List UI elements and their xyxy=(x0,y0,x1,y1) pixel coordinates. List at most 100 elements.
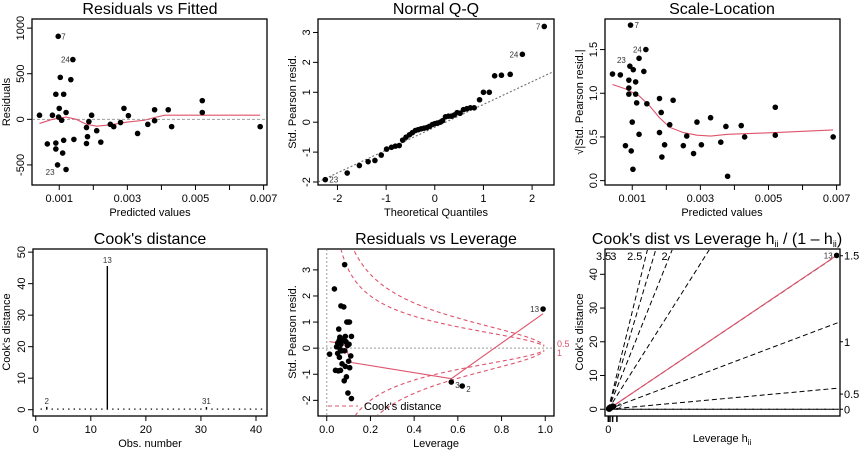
x-tick-label: 0.005 xyxy=(755,193,783,205)
data-point xyxy=(772,132,779,138)
y-tick-label: 10 xyxy=(16,372,28,384)
data-point xyxy=(610,403,617,410)
data-point xyxy=(68,76,74,83)
y-tick-label: 50 xyxy=(16,246,28,258)
y-tick-label: 2 xyxy=(301,59,313,65)
point-label: 13 xyxy=(103,256,112,265)
data-point xyxy=(117,119,124,126)
data-point xyxy=(626,91,632,97)
data-point xyxy=(707,114,714,121)
data-point xyxy=(609,71,616,77)
title-sub: ii xyxy=(775,239,779,249)
x-tick-label: -2 xyxy=(333,193,343,205)
data-point xyxy=(480,89,487,96)
data-point xyxy=(476,96,483,103)
plot-area: 13 2 xyxy=(606,250,839,412)
point-label: 7 xyxy=(536,22,541,31)
data-point xyxy=(666,121,673,128)
data-point xyxy=(636,55,642,62)
panel-title: Cook's dist vs Leverage hii / (1 – hii) xyxy=(592,231,842,249)
data-point xyxy=(372,157,378,164)
data-point xyxy=(348,395,355,402)
x-axis-label: Predicted values xyxy=(109,207,191,219)
y-tick-label: -2 xyxy=(301,395,313,405)
data-point xyxy=(644,100,650,107)
x-axis-label: Theoretical Quantiles xyxy=(384,207,488,219)
qq-reference-line xyxy=(319,71,553,183)
x-tick-label: 2 xyxy=(529,193,535,205)
plot-frame xyxy=(31,18,268,186)
data-point xyxy=(165,106,172,113)
point-label: 7 xyxy=(61,32,66,41)
plot-area: 7 24 23 xyxy=(33,32,266,177)
data-point xyxy=(356,162,363,169)
data-point xyxy=(383,146,390,152)
data-point xyxy=(830,134,836,140)
data-point xyxy=(59,150,66,156)
data-point xyxy=(459,383,466,389)
data-point xyxy=(690,150,697,157)
y-tick-label: 1.0 xyxy=(588,86,600,101)
point-label: 23 xyxy=(617,56,626,65)
data-point xyxy=(54,162,61,168)
x-tick-label: 0.007 xyxy=(823,193,851,205)
data-point xyxy=(345,390,351,396)
y-axis-label: Std. Pearson resid. xyxy=(287,285,299,379)
data-point xyxy=(63,109,69,116)
point-label: 13 xyxy=(530,305,539,314)
data-point xyxy=(656,95,663,102)
point-label: 23 xyxy=(46,168,55,177)
right-tick-label: 1 xyxy=(844,337,850,349)
x-tick-label: 10 xyxy=(85,424,97,436)
y-tick-label: 1 xyxy=(301,89,313,95)
data-point xyxy=(659,154,665,160)
data-point xyxy=(439,117,446,124)
y-tick-label: 0 xyxy=(15,116,27,122)
y-tick-label: -1 xyxy=(301,147,313,157)
x-tick-label: 0.007 xyxy=(250,193,278,205)
smooth-line xyxy=(612,84,834,137)
data-point xyxy=(55,33,62,40)
data-point xyxy=(97,139,104,145)
title-sub2: ii xyxy=(833,239,837,249)
data-point xyxy=(134,130,141,137)
data-point xyxy=(341,261,348,268)
cooks-contour-line xyxy=(607,250,648,410)
plot-frame xyxy=(317,248,555,417)
x-tick-label: 40 xyxy=(250,424,262,436)
data-point xyxy=(336,354,343,361)
data-point xyxy=(53,140,59,146)
fit-line xyxy=(608,254,837,410)
y-tick-label: 20 xyxy=(16,341,28,353)
x-tick-label: 0.001 xyxy=(618,193,646,205)
data-point xyxy=(724,173,731,180)
data-point xyxy=(457,110,463,117)
x-sub: ii xyxy=(748,438,752,447)
data-point xyxy=(680,142,687,149)
x-tick-label: 1 xyxy=(480,193,486,205)
data-point xyxy=(151,106,158,113)
data-point xyxy=(698,142,705,148)
data-point xyxy=(738,122,745,129)
contour-level-label: 3 xyxy=(610,251,616,263)
data-point xyxy=(622,142,629,149)
data-point xyxy=(342,333,349,340)
data-point xyxy=(833,252,839,259)
right-tick-label: 0.5 xyxy=(844,389,859,401)
y-tick-label: 20 xyxy=(588,336,600,348)
plot-frame xyxy=(604,18,841,186)
data-point xyxy=(627,63,633,69)
x-tick-label: 1.0 xyxy=(538,424,553,436)
contour-level-label: 3.5 xyxy=(596,251,611,263)
x-tick-label: 0.6 xyxy=(450,424,465,436)
point-label: 7 xyxy=(635,21,640,30)
data-point xyxy=(93,127,100,134)
data-point xyxy=(471,105,477,111)
data-point xyxy=(346,319,353,325)
data-point xyxy=(670,97,676,104)
x-tick-label: 0 xyxy=(33,424,39,436)
data-point xyxy=(36,112,43,119)
cooks-contour-line xyxy=(608,321,839,410)
data-point xyxy=(683,133,690,139)
contour-level-label: 2.5 xyxy=(627,251,642,263)
